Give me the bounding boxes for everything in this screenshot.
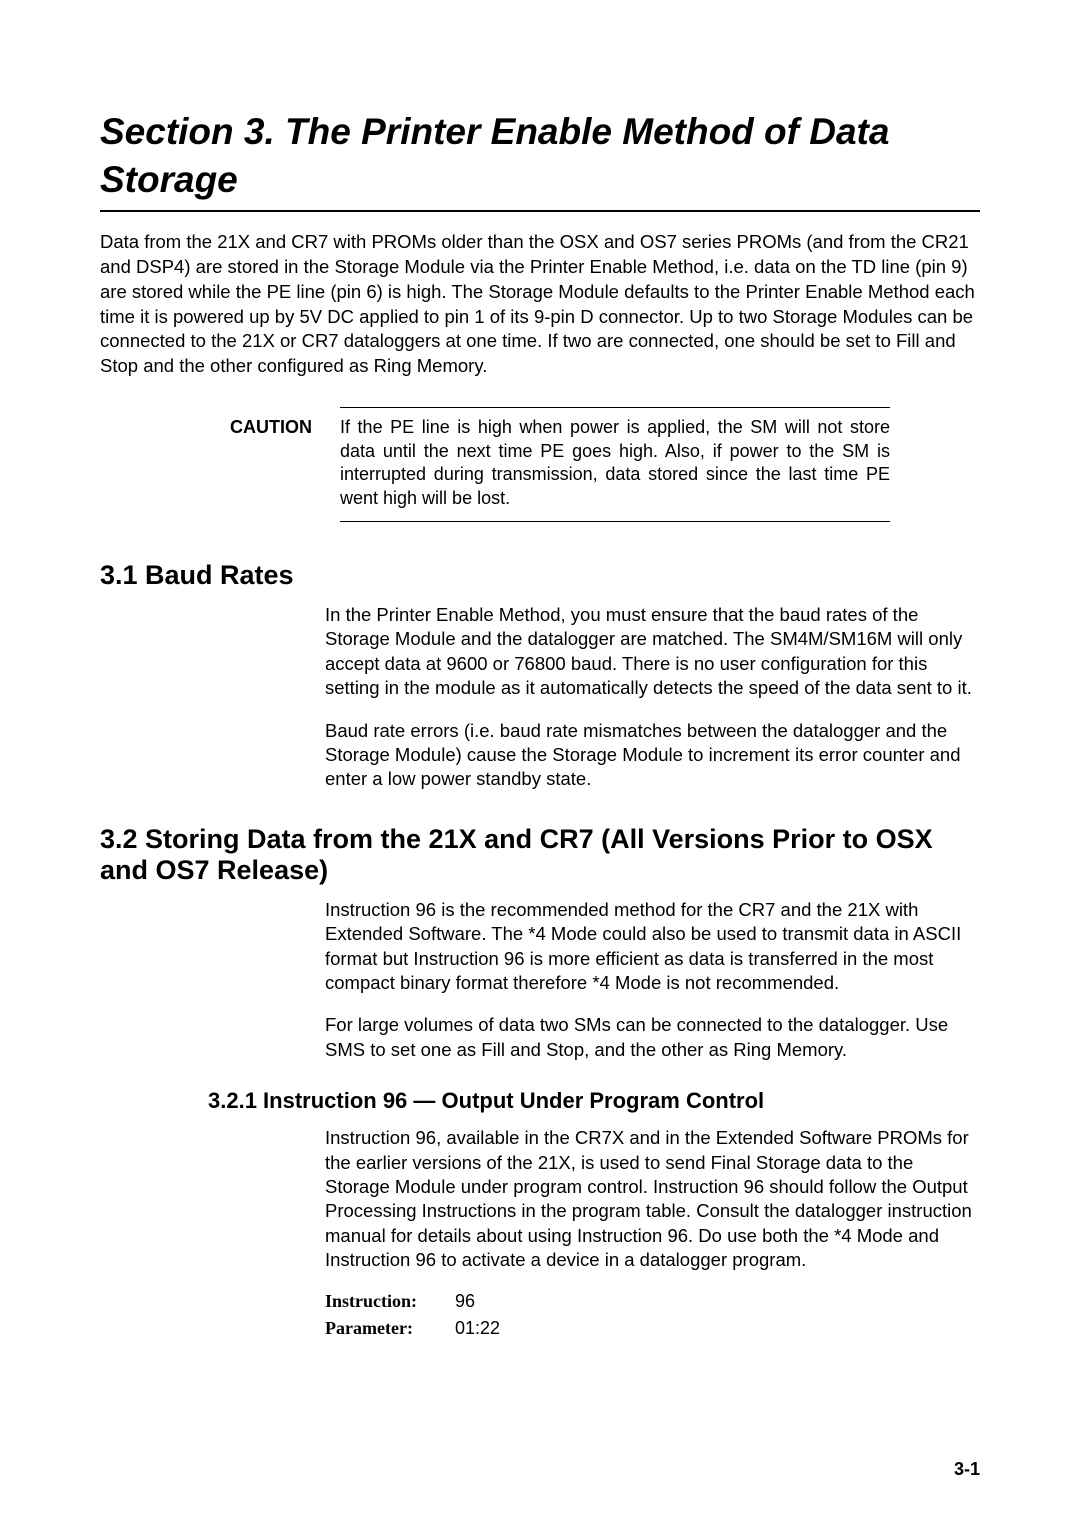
- document-page: Section 3. The Printer Enable Method of …: [0, 0, 1080, 1528]
- page-number: 3-1: [954, 1459, 980, 1480]
- heading-3-2: 3.2 Storing Data from the 21X and CR7 (A…: [100, 824, 980, 886]
- instruction-value: 96: [455, 1291, 475, 1312]
- section-title: Section 3. The Printer Enable Method of …: [100, 108, 980, 212]
- paragraph: Instruction 96, available in the CR7X an…: [325, 1126, 980, 1272]
- caution-label: CAUTION: [230, 407, 312, 522]
- table-row: Parameter: 01:22: [325, 1318, 980, 1339]
- paragraph: Baud rate errors (i.e. baud rate mismatc…: [325, 719, 980, 792]
- parameter-value: 01:22: [455, 1318, 500, 1339]
- caution-text: If the PE line is high when power is app…: [340, 407, 890, 522]
- intro-paragraph: Data from the 21X and CR7 with PROMs old…: [100, 230, 980, 379]
- heading-3-2-1: 3.2.1 Instruction 96 — Output Under Prog…: [208, 1088, 980, 1114]
- section-3-2-body: Instruction 96 is the recommended method…: [325, 898, 980, 1062]
- parameter-label: Parameter:: [325, 1318, 455, 1339]
- paragraph: For large volumes of data two SMs can be…: [325, 1013, 980, 1062]
- instruction-label: Instruction:: [325, 1291, 455, 1312]
- table-row: Instruction: 96: [325, 1291, 980, 1312]
- section-3-2-1-body: Instruction 96, available in the CR7X an…: [325, 1126, 980, 1272]
- caution-block: CAUTION If the PE line is high when powe…: [230, 407, 890, 522]
- paragraph: Instruction 96 is the recommended method…: [325, 898, 980, 996]
- section-3-1-body: In the Printer Enable Method, you must e…: [325, 603, 980, 792]
- heading-3-1: 3.1 Baud Rates: [100, 560, 980, 591]
- paragraph: In the Printer Enable Method, you must e…: [325, 603, 980, 701]
- instruction-table: Instruction: 96 Parameter: 01:22: [325, 1291, 980, 1339]
